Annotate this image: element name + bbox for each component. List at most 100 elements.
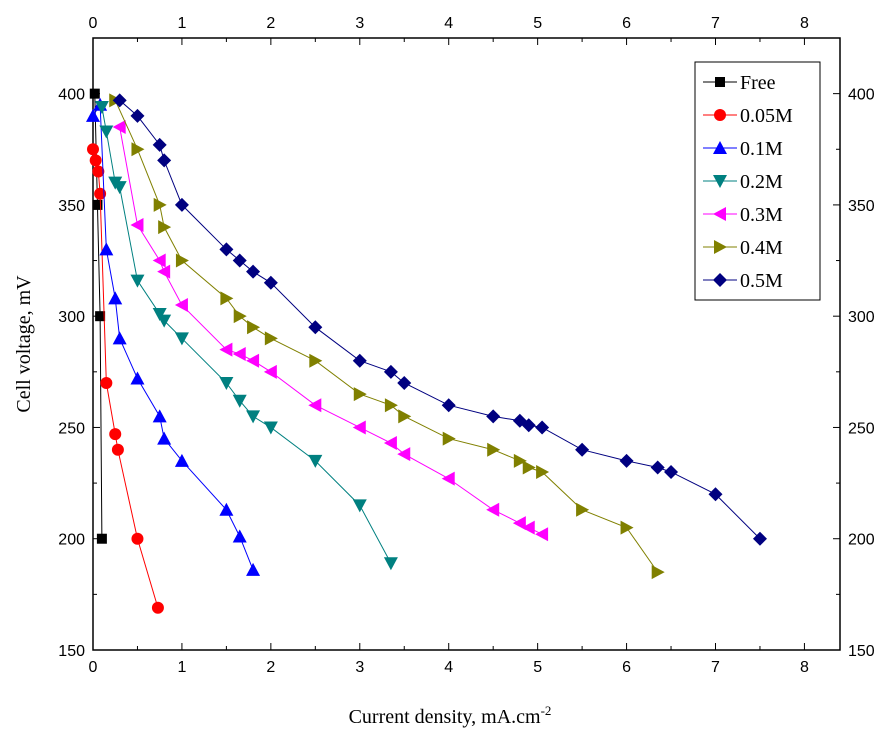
data-point: [263, 421, 278, 435]
series-0.5M: [112, 93, 767, 546]
data-point: [96, 533, 107, 544]
data-point: [535, 527, 549, 542]
data-point: [576, 502, 590, 517]
data-point: [486, 409, 501, 424]
data-point: [442, 431, 456, 446]
legend-label: 0.1M: [740, 138, 783, 160]
data-point: [246, 264, 261, 279]
data-point: [620, 520, 634, 535]
data-point: [92, 165, 105, 178]
x-tick-label-top: 1: [177, 15, 186, 32]
legend-marker: [713, 175, 727, 188]
series-0.2M: [94, 100, 398, 571]
data-point: [521, 520, 535, 535]
data-point: [100, 376, 113, 389]
data-point: [99, 242, 114, 256]
data-point: [92, 199, 103, 210]
series-0.1M: [86, 97, 261, 576]
data-point: [352, 420, 366, 435]
x-tick-label-top: 6: [622, 15, 631, 32]
x-tick-label-top: 7: [711, 15, 720, 32]
data-point: [112, 181, 127, 195]
data-point: [112, 93, 127, 108]
data-point: [383, 436, 397, 451]
x-tick-label-bottom: 4: [444, 659, 453, 676]
legend-marker: [713, 207, 726, 221]
x-tick-label-top: 3: [355, 15, 364, 32]
data-point: [233, 309, 247, 324]
data-point: [397, 375, 412, 390]
data-point: [397, 447, 411, 462]
data-point: [246, 353, 260, 368]
data-point: [536, 464, 550, 479]
data-point: [130, 371, 145, 385]
data-point: [89, 88, 100, 99]
legend-label: 0.3M: [740, 204, 783, 226]
data-point: [308, 398, 322, 413]
data-point: [232, 253, 247, 268]
data-point: [219, 502, 234, 516]
data-point: [752, 531, 767, 546]
series-line: [114, 100, 659, 573]
y-tick-label-left: 250: [58, 420, 85, 437]
data-point: [174, 453, 189, 467]
data-point: [352, 499, 367, 513]
legend-label: 0.2M: [740, 171, 783, 193]
data-point: [219, 242, 234, 257]
data-point: [130, 217, 144, 232]
data-point: [487, 442, 501, 457]
y-tick-label-left: 150: [58, 643, 85, 660]
series-0.05M: [87, 143, 164, 614]
data-point: [513, 453, 527, 468]
x-tick-label-bottom: 1: [177, 659, 186, 676]
x-tick-label-top: 8: [800, 15, 809, 32]
series-line: [119, 126, 543, 535]
series-0.4M: [109, 93, 665, 580]
data-point: [512, 516, 526, 531]
data-point: [153, 197, 167, 212]
data-point: [619, 453, 634, 468]
y-tick-label-right: 300: [848, 309, 875, 326]
legend-item: 0.4M: [703, 237, 783, 259]
legend-item: 0.05M: [703, 105, 793, 127]
x-tick-label-bottom: 3: [355, 659, 364, 676]
legend-label: 0.5M: [740, 270, 783, 292]
data-point: [383, 557, 398, 571]
data-point: [108, 291, 123, 305]
data-point: [175, 253, 189, 268]
data-point: [383, 364, 398, 379]
data-point: [109, 428, 122, 441]
data-point: [157, 264, 171, 279]
data-point: [87, 143, 99, 156]
data-point: [89, 154, 102, 167]
y-tick-label-right: 200: [848, 532, 875, 549]
data-point: [352, 353, 367, 368]
x-tick-label-top: 0: [89, 15, 98, 32]
data-point: [130, 274, 145, 288]
y-tick-label-left: 300: [58, 309, 85, 326]
legend-marker: [714, 240, 727, 254]
legend-marker: [715, 77, 725, 87]
axis-ticks: 0 0 1 1 2 2 3 3 4 4 5 5 6 6 7 7 8 8 150 150 200 200 250 250 300 3…: [58, 15, 875, 676]
x-tick-label-bottom: 2: [266, 659, 275, 676]
series-0.3M: [112, 120, 549, 542]
y-tick-label-right: 150: [848, 643, 875, 660]
data-point: [174, 332, 189, 346]
legend-item: 0.5M: [703, 270, 783, 292]
data-point: [232, 347, 246, 362]
data-point: [521, 418, 536, 433]
data-point: [441, 471, 455, 486]
x-tick-label-top: 2: [266, 15, 275, 32]
data-point: [158, 220, 172, 235]
legend-marker: [713, 141, 727, 154]
y-tick-label-left: 200: [58, 532, 85, 549]
legend-label: 0.05M: [740, 105, 793, 127]
data-point: [152, 307, 167, 321]
data-point: [157, 431, 172, 445]
legend-item: 0.3M: [703, 204, 783, 226]
plot-frame: [92, 37, 841, 651]
x-tick-label-bottom: 7: [711, 659, 720, 676]
legend-item: Free: [703, 72, 776, 94]
x-tick-label-bottom: 0: [89, 659, 98, 676]
y-axis-title: Cell voltage, mV: [13, 275, 35, 413]
